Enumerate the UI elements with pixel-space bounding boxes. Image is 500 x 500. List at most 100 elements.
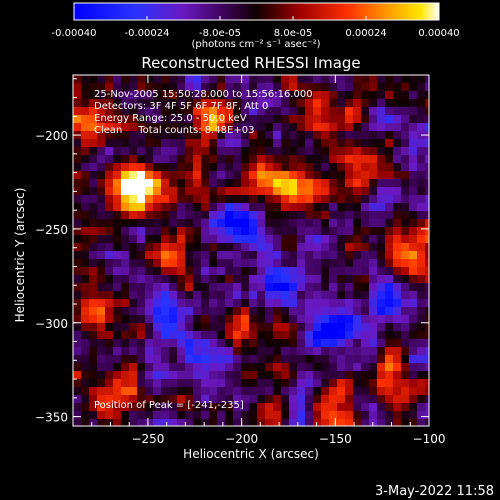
heatmap-cell	[185, 307, 194, 316]
heatmap-cell	[265, 83, 274, 92]
heatmap-cell	[281, 419, 290, 426]
heatmap-cell	[185, 363, 194, 372]
heatmap-cell	[385, 123, 394, 132]
heatmap-cell	[129, 387, 138, 396]
heatmap-cell	[361, 283, 370, 292]
heatmap-cell	[409, 371, 418, 380]
heatmap-cell	[345, 283, 354, 292]
heatmap-cell	[137, 163, 146, 172]
heatmap-cell	[113, 323, 122, 332]
heatmap-cell	[233, 83, 242, 92]
heatmap-cell	[169, 419, 178, 426]
heatmap-cell	[305, 363, 314, 372]
heatmap-cell	[289, 411, 298, 420]
heatmap-cell	[209, 323, 218, 332]
heatmap-cell	[137, 419, 146, 426]
heatmap-cell	[209, 139, 218, 148]
heatmap-cell	[137, 363, 146, 372]
heatmap-cell	[121, 419, 130, 426]
heatmap-cell	[161, 139, 170, 148]
heatmap-cell	[73, 299, 82, 308]
heatmap-cell	[273, 291, 282, 300]
heatmap-cell	[353, 299, 362, 308]
heatmap-cell	[401, 267, 410, 276]
heatmap-cell	[169, 259, 178, 268]
heatmap-cell	[217, 171, 226, 180]
heatmap-cell	[225, 211, 234, 220]
heatmap-cell	[193, 331, 202, 340]
heatmap-cell	[273, 331, 282, 340]
heatmap-cell	[113, 91, 122, 100]
heatmap-cell	[361, 107, 370, 116]
heatmap-cell	[337, 235, 346, 244]
heatmap-cell	[73, 331, 82, 340]
heatmap-cell	[393, 403, 402, 412]
heatmap-cell	[409, 75, 418, 84]
heatmap-cell	[353, 243, 362, 252]
heatmap-cell	[73, 107, 82, 116]
heatmap-cell	[201, 123, 210, 132]
heatmap-cell	[169, 339, 178, 348]
heatmap-cell	[321, 331, 330, 340]
heatmap-cell	[417, 291, 426, 300]
heatmap-cell	[201, 395, 210, 404]
heatmap-cell	[121, 99, 130, 108]
heatmap-cell	[193, 203, 202, 212]
heatmap-cell	[313, 131, 322, 140]
heatmap-cell	[401, 403, 410, 412]
heatmap-cell	[377, 307, 386, 316]
heatmap-cell	[217, 163, 226, 172]
heatmap-cell	[73, 243, 82, 252]
heatmap-cell	[217, 291, 226, 300]
heatmap-cell	[145, 139, 154, 148]
heatmap-cell	[377, 267, 386, 276]
heatmap-cell	[129, 99, 138, 108]
heatmap-cell	[289, 179, 298, 188]
heatmap-cell	[225, 107, 234, 116]
heatmap-cell	[297, 403, 306, 412]
heatmap-cell	[417, 251, 426, 260]
heatmap-cell	[313, 243, 322, 252]
heatmap-cell	[73, 315, 82, 324]
heatmap-cell	[81, 75, 90, 84]
heatmap-cell	[225, 203, 234, 212]
heatmap-cell	[73, 251, 82, 260]
heatmap-cell	[425, 243, 429, 252]
heatmap-cell	[289, 227, 298, 236]
heatmap-cell	[153, 299, 162, 308]
heatmap-cell	[257, 195, 266, 204]
heatmap-cell	[225, 363, 234, 372]
heatmap-cell	[233, 267, 242, 276]
heatmap-cell	[425, 411, 429, 420]
heatmap-cell	[81, 283, 90, 292]
heatmap-cell	[305, 123, 314, 132]
heatmap-cell	[417, 387, 426, 396]
heatmap-cell	[417, 235, 426, 244]
heatmap-cell	[345, 259, 354, 268]
heatmap-cell	[409, 107, 418, 116]
heatmap-cell	[361, 403, 370, 412]
heatmap-cell	[369, 227, 378, 236]
heatmap-cell	[273, 83, 282, 92]
heatmap-cell	[385, 403, 394, 412]
heatmap-cell	[161, 75, 170, 84]
heatmap-cell	[377, 419, 386, 426]
heatmap-cell	[233, 75, 242, 84]
heatmap-cell	[425, 83, 429, 92]
heatmap-cell	[281, 307, 290, 316]
heatmap-cell	[249, 299, 258, 308]
heatmap-cell	[265, 187, 274, 196]
heatmap-cell	[233, 395, 242, 404]
heatmap-cell	[345, 91, 354, 100]
heatmap-cell	[209, 187, 218, 196]
heatmap-cell	[217, 387, 226, 396]
heatmap-cell	[393, 155, 402, 164]
heatmap-cell	[169, 147, 178, 156]
heatmap-cell	[409, 163, 418, 172]
heatmap-cell	[81, 331, 90, 340]
heatmap-cell	[89, 163, 98, 172]
heatmap-cell	[153, 155, 162, 164]
heatmap-cell	[345, 195, 354, 204]
heatmap-cell	[201, 371, 210, 380]
heatmap-cell	[369, 187, 378, 196]
